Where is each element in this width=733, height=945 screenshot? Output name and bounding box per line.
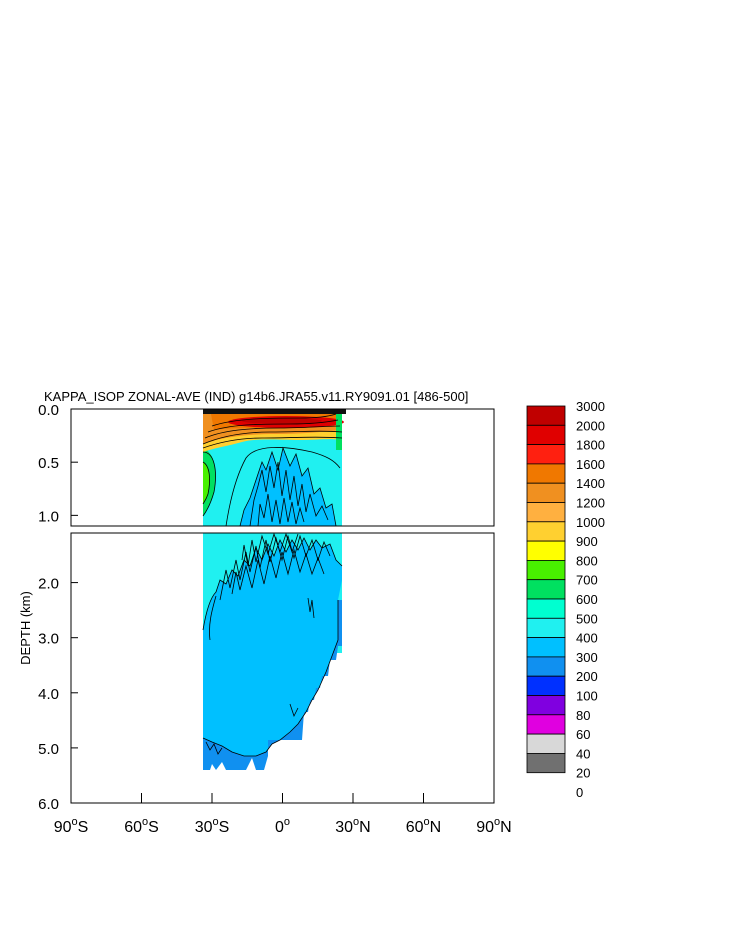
colorbar-label: 500: [576, 611, 598, 626]
upper-panel: 0.0 0.5 1.0: [38, 402, 495, 527]
colorbar-label: 40: [576, 746, 590, 761]
colorbar-label: 100: [576, 689, 598, 704]
colorbar-label: 60: [576, 727, 590, 742]
x-tick-label: 90oN: [476, 816, 511, 836]
colorbar-label: 0: [576, 785, 583, 800]
lower-field-200: [203, 600, 342, 770]
upper-contour-lines: [202, 413, 343, 526]
x-tick-label: 60oN: [406, 816, 441, 836]
colorbar-label: 700: [576, 573, 598, 588]
colorbar-swatch: [526, 598, 566, 619]
colorbar-swatch: [526, 405, 566, 426]
colorbar-label: 200: [576, 669, 598, 684]
colorbar-label: 1200: [576, 496, 605, 511]
upper-y-ticks: 0.0 0.5 1.0: [38, 402, 78, 525]
colorbar-swatch: [526, 560, 566, 581]
colorbar-label: 1600: [576, 457, 605, 472]
colorbar-swatch: [526, 714, 566, 735]
x-tick-label: 30oS: [195, 816, 230, 836]
colorbar-swatch: [526, 637, 566, 658]
colorbar-label: 400: [576, 631, 598, 646]
y-tick-label: 6.0: [38, 796, 59, 813]
colorbar-label: 800: [576, 553, 598, 568]
x-tick-label: 30oN: [335, 816, 370, 836]
colorbar-label: 3000: [576, 399, 605, 414]
colorbar-label: 300: [576, 650, 598, 665]
upper-field-east-edge: [336, 410, 342, 450]
colorbar-swatch: [526, 463, 566, 484]
colorbar: 3000200018001600140012001000900800700600…: [526, 399, 605, 800]
colorbar-label: 20: [576, 766, 590, 781]
y-tick-label: 5.0: [38, 741, 59, 758]
y-tick-label: 1.0: [38, 508, 59, 525]
colorbar-swatch: [526, 521, 566, 542]
colorbar-swatch: [526, 482, 566, 503]
colorbar-swatch: [526, 540, 566, 561]
lower-field-300: [203, 538, 342, 756]
y-tick-label: 0.5: [38, 455, 59, 472]
colorbar-boxes: [526, 405, 566, 774]
y-tick-label: 2.0: [38, 576, 59, 593]
colorbar-label: 1400: [576, 476, 605, 491]
x-tick-label: 0o: [275, 816, 290, 836]
colorbar-swatch: [526, 444, 566, 465]
colorbar-label: 600: [576, 592, 598, 607]
upper-panel-frame: [70, 408, 495, 527]
y-tick-label: 3.0: [38, 631, 59, 648]
colorbar-labels: 3000200018001600140012001000900800700600…: [576, 399, 605, 800]
colorbar-label: 80: [576, 708, 590, 723]
colorbar-label: 1800: [576, 438, 605, 453]
colorbar-swatch: [526, 675, 566, 696]
colorbar-swatch: [526, 733, 566, 754]
colorbar-swatch: [526, 617, 566, 638]
x-tick-label: 90oS: [54, 816, 89, 836]
colorbar-swatch: [526, 656, 566, 677]
lower-contour-lines: [202, 533, 343, 757]
chart-title: KAPPA_ISOP ZONAL-AVE (IND) g14b6.JRA55.v…: [44, 389, 468, 404]
y-tick-label: 0.0: [38, 402, 59, 419]
colorbar-swatch: [526, 695, 566, 716]
lower-panel: 2.03.04.05.06.0 90oS 60oS 30oS 0o 30oN 60oN 90…: [38, 532, 512, 836]
colorbar-swatch: [526, 579, 566, 600]
colorbar-swatch: [526, 753, 566, 774]
y-tick-label: 4.0: [38, 686, 59, 703]
x-tick-label: 60oS: [124, 816, 159, 836]
colorbar-label: 1000: [576, 515, 605, 530]
upper-surface-contours: [203, 409, 346, 414]
colorbar-swatch: [526, 502, 566, 523]
lower-y-ticks: 2.0 3.0 4.0 5.0 6.0: [38, 576, 78, 813]
x-axis-ticks: 90oS 60oS 30oS 0o 30oN 60oN 90oN: [54, 793, 512, 836]
colorbar-label: 900: [576, 534, 598, 549]
y-axis-label: DEPTH (km): [18, 591, 33, 665]
colorbar-swatch: [526, 424, 566, 445]
colorbar-label: 2000: [576, 418, 605, 433]
upper-field-3000: [242, 418, 322, 424]
